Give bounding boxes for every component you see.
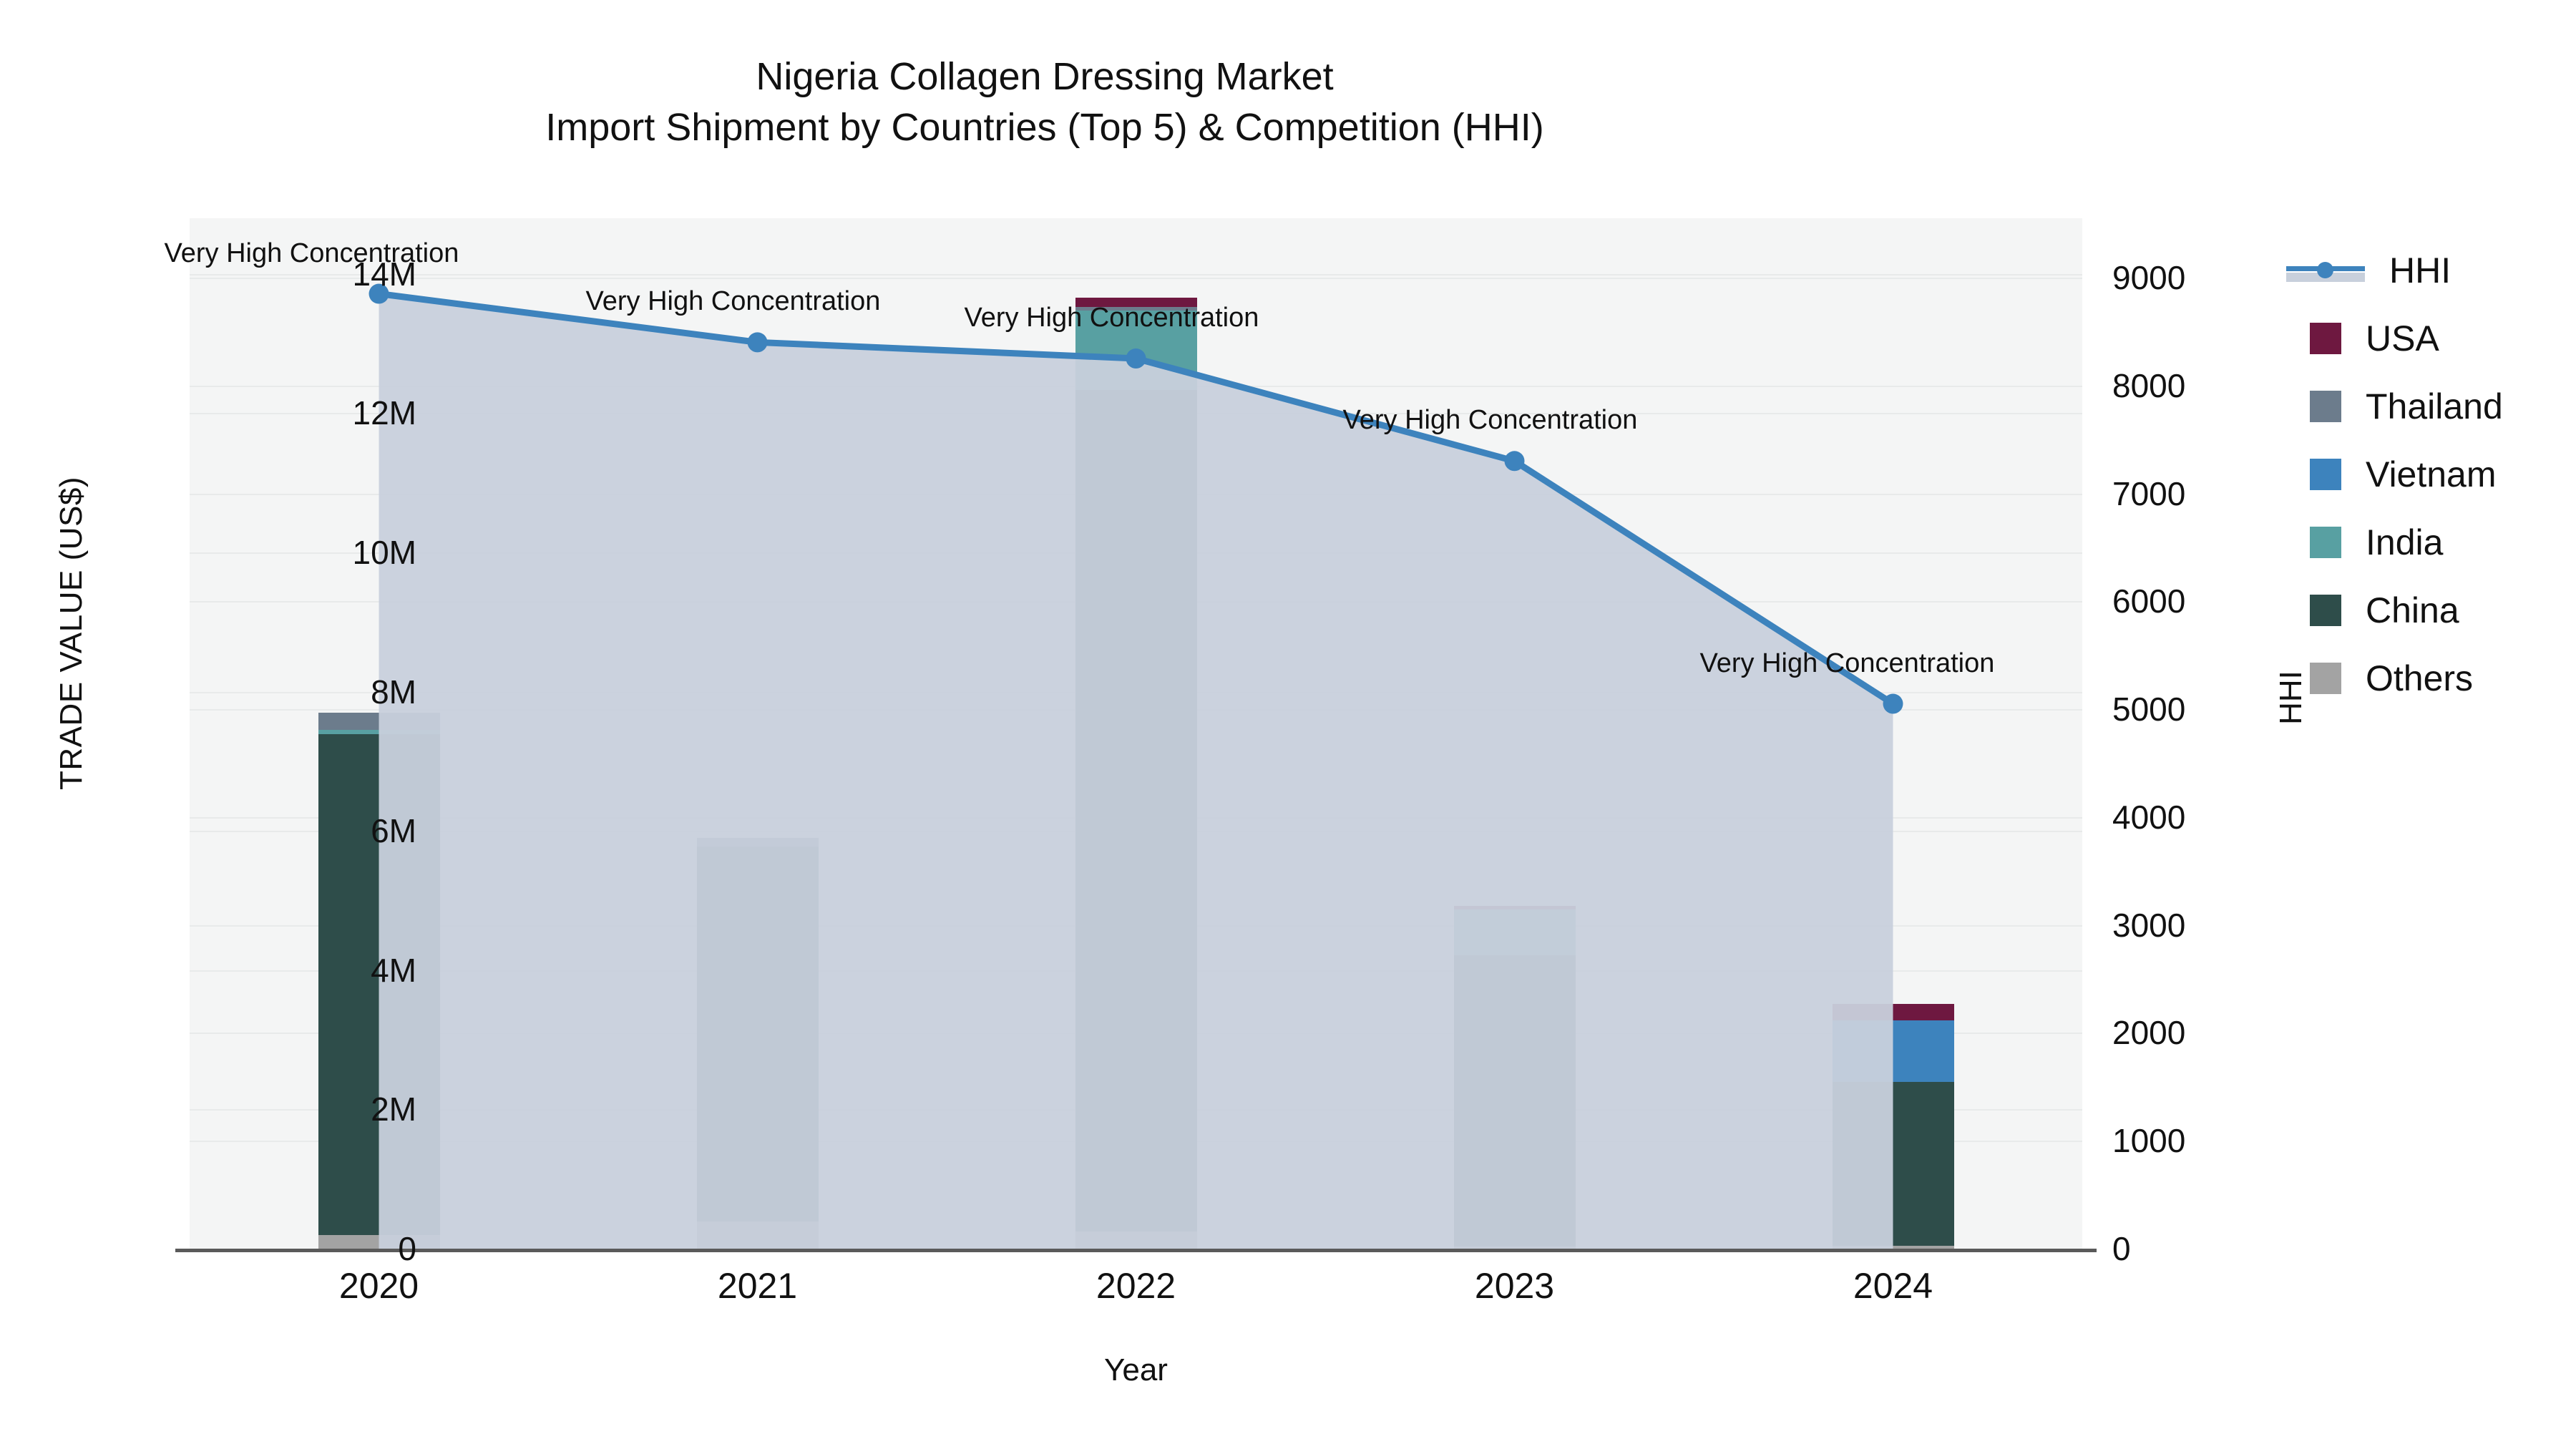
hhi-marker-2023[interactable] [1504, 451, 1525, 472]
y-tick-left-0: 0 [398, 1230, 416, 1267]
chart-title: Nigeria Collagen Dressing Market [756, 55, 1334, 98]
x-tick-2020: 2020 [338, 1266, 419, 1306]
y-tick-right-4000: 4000 [2112, 798, 2186, 836]
legend: HHI USA Thailand Vietnam India China Others [2286, 236, 2572, 712]
legend-item-hhi[interactable]: HHI [2286, 236, 2572, 304]
legend-item-usa[interactable]: USA [2286, 304, 2572, 372]
bar-segment-thailand-2022[interactable] [1075, 306, 1197, 311]
y-tick-left-6M: 6M [371, 812, 416, 850]
hhi-markers [369, 283, 1903, 714]
x-axis-line [175, 1249, 2097, 1252]
hhi-marker-2024[interactable] [1883, 693, 1903, 714]
x-tick-2022: 2022 [1096, 1266, 1176, 1306]
y-tick-left-10M: 10M [352, 534, 416, 572]
legend-item-vietnam[interactable]: Vietnam [2286, 440, 2572, 508]
gridline [190, 274, 2082, 275]
gridline [190, 278, 2082, 279]
y-tick-right-8000: 8000 [2112, 366, 2186, 404]
legend-item-india[interactable]: India [2286, 508, 2572, 576]
bar-segment-usa-2022[interactable] [1075, 297, 1197, 307]
y-tick-right-7000: 7000 [2112, 474, 2186, 512]
legend-marker-icon [2317, 261, 2333, 278]
chart-title-block: Nigeria Collagen Dressing Market Import … [0, 52, 2089, 154]
y-tick-right-5000: 5000 [2112, 691, 2186, 728]
y-tick-left-8M: 8M [371, 673, 416, 711]
annotation-2023: Very High Concentration [1342, 405, 1638, 436]
legend-item-thailand[interactable]: Thailand [2286, 372, 2572, 440]
legend-label: China [2366, 590, 2459, 630]
x-tick-2023: 2023 [1474, 1266, 1555, 1306]
y-tick-left-4M: 4M [371, 951, 416, 989]
legend-swatch-thailand [2310, 390, 2341, 422]
y-tick-right-1000: 1000 [2112, 1122, 2186, 1160]
legend-item-others[interactable]: Others [2286, 644, 2572, 712]
hhi-marker-2022[interactable] [1126, 348, 1146, 369]
legend-line-icon [2286, 255, 2365, 286]
legend-item-china[interactable]: China [2286, 576, 2572, 644]
hhi-marker-2020[interactable] [369, 283, 389, 304]
y-tick-left-2M: 2M [371, 1091, 416, 1128]
y-tick-right-3000: 3000 [2112, 906, 2186, 944]
plot-area [190, 218, 2082, 1250]
legend-label: Vietnam [2366, 454, 2497, 494]
annotation-2021: Very High Concentration [585, 286, 881, 317]
y-tick-right-2000: 2000 [2112, 1014, 2186, 1052]
annotation-2024: Very High Concentration [1699, 648, 1995, 678]
hhi-marker-2021[interactable] [747, 332, 768, 353]
x-tick-2021: 2021 [717, 1266, 798, 1306]
annotation-2022: Very High Concentration [964, 303, 1259, 333]
legend-swatch-vietnam [2310, 458, 2341, 490]
legend-label: India [2366, 522, 2444, 562]
y-tick-left-12M: 12M [352, 394, 416, 432]
chart-subtitle: Import Shipment by Countries (Top 5) & C… [545, 106, 1544, 150]
legend-swatch-india [2310, 526, 2341, 558]
legend-label: Thailand [2366, 386, 2503, 426]
y-axis-title-left: TRADE VALUE (US$) [54, 477, 89, 790]
legend-swatch-others [2310, 662, 2341, 694]
y-tick-right-9000: 9000 [2112, 258, 2186, 296]
hhi-area-fill [379, 293, 1893, 1249]
x-tick-2024: 2024 [1853, 1266, 1933, 1306]
y-tick-left-14M: 14M [352, 255, 416, 293]
hhi-overlay [369, 283, 1903, 1249]
legend-swatch-usa [2310, 322, 2341, 354]
legend-label: HHI [2389, 250, 2451, 291]
legend-label: Others [2366, 658, 2474, 698]
y-tick-right-6000: 6000 [2112, 582, 2186, 620]
annotation-2020: Very High Concentration [164, 238, 459, 268]
y-tick-right-0: 0 [2112, 1230, 2131, 1267]
legend-label: USA [2366, 318, 2439, 358]
legend-swatch-china [2310, 594, 2341, 626]
x-axis-title: Year [1104, 1352, 1168, 1387]
